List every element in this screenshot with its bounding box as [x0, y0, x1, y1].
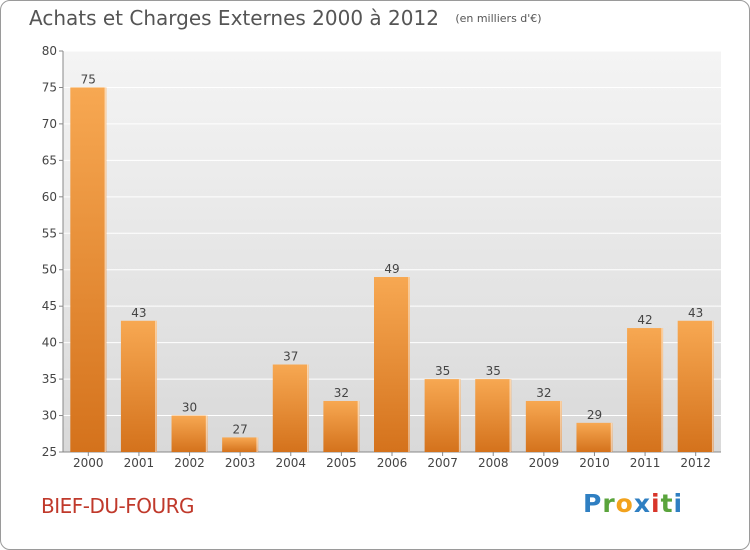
y-tick-label: 50 — [42, 263, 57, 277]
y-tick-label: 60 — [42, 190, 57, 204]
logo-letter: x — [633, 489, 651, 518]
logo-letter: t — [660, 489, 674, 518]
bar — [120, 320, 157, 452]
data-label: 43 — [131, 306, 146, 320]
bar — [374, 277, 410, 452]
x-tick-label: 2002 — [174, 456, 205, 470]
data-label: 32 — [536, 386, 551, 400]
x-tick-label: 2005 — [326, 456, 357, 470]
y-tick-label: 30 — [42, 409, 57, 423]
y-tick-label: 25 — [42, 445, 57, 459]
logo-letter: i — [651, 489, 661, 518]
logo-letter: r — [602, 489, 616, 518]
y-tick-label: 45 — [42, 299, 57, 313]
data-label: 37 — [283, 350, 298, 364]
x-tick-label: 2008 — [478, 456, 509, 470]
bar — [424, 379, 461, 452]
data-label: 43 — [688, 306, 703, 320]
y-tick-label: 65 — [42, 153, 57, 167]
bar — [323, 400, 360, 452]
x-tick-label: 2012 — [680, 456, 711, 470]
bar — [171, 415, 208, 452]
bar — [627, 328, 664, 452]
y-tick-label: 55 — [42, 226, 57, 240]
data-label: 49 — [384, 262, 399, 276]
bar — [525, 400, 562, 452]
data-label: 35 — [486, 364, 501, 378]
data-label: 42 — [637, 313, 652, 327]
x-tick-label: 2006 — [377, 456, 408, 470]
chart-title-row: Achats et Charges Externes 2000 à 2012 (… — [29, 6, 542, 30]
bar — [677, 320, 714, 452]
logo-letter: i — [673, 489, 684, 518]
data-label: 30 — [182, 401, 197, 415]
data-label: 29 — [587, 408, 602, 422]
logo-letter: P — [583, 489, 603, 518]
data-label: 32 — [334, 386, 349, 400]
data-label: 27 — [233, 422, 248, 436]
proxiti-logo: Proxiti — [583, 489, 683, 518]
bar — [272, 364, 309, 452]
y-tick-label: 40 — [42, 336, 57, 350]
x-tick-label: 2009 — [529, 456, 560, 470]
bar — [222, 437, 259, 452]
data-label: 75 — [81, 72, 96, 86]
x-tick-label: 2000 — [73, 456, 104, 470]
logo-letter: o — [615, 489, 634, 518]
bar — [576, 422, 613, 452]
y-tick-label: 80 — [42, 44, 57, 58]
bar — [70, 87, 107, 453]
x-tick-label: 2001 — [124, 456, 155, 470]
y-tick-label: 75 — [42, 80, 57, 94]
data-label: 35 — [435, 364, 450, 378]
chart-subtitle: (en milliers d'€) — [455, 12, 542, 25]
chart-title: Achats et Charges Externes 2000 à 2012 — [29, 6, 439, 30]
x-tick-label: 2011 — [630, 456, 661, 470]
commune-name: BIEF-DU-FOURG — [41, 494, 195, 518]
x-tick-label: 2004 — [275, 456, 306, 470]
bar — [475, 379, 512, 452]
y-tick-label: 35 — [42, 372, 57, 386]
y-tick-label: 70 — [42, 117, 57, 131]
x-tick-label: 2003 — [225, 456, 256, 470]
x-tick-label: 2007 — [427, 456, 458, 470]
x-tick-label: 2010 — [579, 456, 610, 470]
